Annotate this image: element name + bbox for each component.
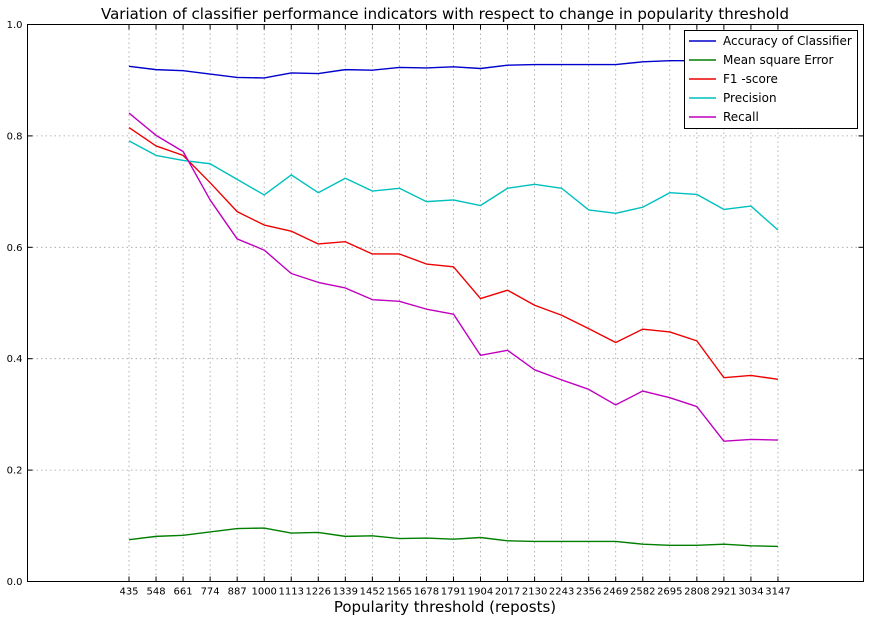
- x-tick-label: 1226: [306, 587, 331, 598]
- x-tick-label: 2243: [549, 587, 574, 598]
- x-tick-label: 2582: [630, 587, 655, 598]
- series-line: [128, 140, 779, 231]
- x-tick-label: 2017: [495, 587, 520, 598]
- legend: Accuracy of Classifier Mean square Error F…: [684, 30, 858, 129]
- x-tick-label: 1000: [251, 587, 276, 598]
- series-line: [128, 60, 778, 79]
- x-tick-label: 1452: [360, 587, 385, 598]
- x-tick-label: 774: [201, 587, 220, 598]
- y-tick-label: 0.0: [7, 577, 23, 588]
- x-tick-label: 2808: [684, 587, 709, 598]
- x-tick-label: 1113: [279, 587, 304, 598]
- series-line: [128, 126, 779, 381]
- x-tick-label: 1339: [333, 587, 358, 598]
- x-tick-label: 2130: [522, 587, 547, 598]
- legend-label: Recall: [723, 110, 759, 124]
- series-line: [128, 527, 778, 548]
- x-tick-label: 3147: [765, 587, 790, 598]
- x-tick-label: 1904: [468, 587, 493, 598]
- x-tick-label: 887: [228, 587, 247, 598]
- y-tick-label: 0.8: [7, 131, 23, 142]
- legend-label: Mean square Error: [723, 53, 834, 67]
- series-layer: [128, 60, 779, 548]
- series-line: [128, 112, 778, 442]
- x-tick-label: 2921: [711, 587, 736, 598]
- x-tick-label: 3034: [738, 587, 763, 598]
- y-tick-label: 0.2: [7, 466, 23, 477]
- x-tick-label: 2469: [603, 587, 628, 598]
- axis-ticks: 0.0 0.2 0.4 0.6 0.8 1.0 435 548 661 774 887 1000 111…: [7, 20, 864, 598]
- grid: [27, 24, 864, 582]
- x-tick-label: 2356: [576, 587, 601, 598]
- y-tick-label: 0.6: [7, 243, 23, 254]
- plot-frame: [27, 24, 864, 582]
- x-tick-label: 661: [174, 587, 193, 598]
- x-axis-label: Popularity threshold (reposts): [334, 598, 556, 616]
- legend-label: F1 -score: [723, 72, 778, 86]
- legend-label: Accuracy of Classifier: [723, 34, 852, 48]
- x-tick-label: 2695: [657, 587, 682, 598]
- x-tick-label: 548: [146, 587, 165, 598]
- x-tick-label: 1678: [414, 587, 439, 598]
- legend-label: Precision: [723, 91, 777, 105]
- chart-title: Variation of classifier performance indi…: [101, 5, 789, 23]
- x-tick-label: 435: [119, 587, 138, 598]
- x-tick-label: 1565: [387, 587, 412, 598]
- x-tick-label: 1791: [441, 587, 466, 598]
- y-tick-label: 1.0: [7, 20, 23, 31]
- y-tick-label: 0.4: [7, 354, 23, 365]
